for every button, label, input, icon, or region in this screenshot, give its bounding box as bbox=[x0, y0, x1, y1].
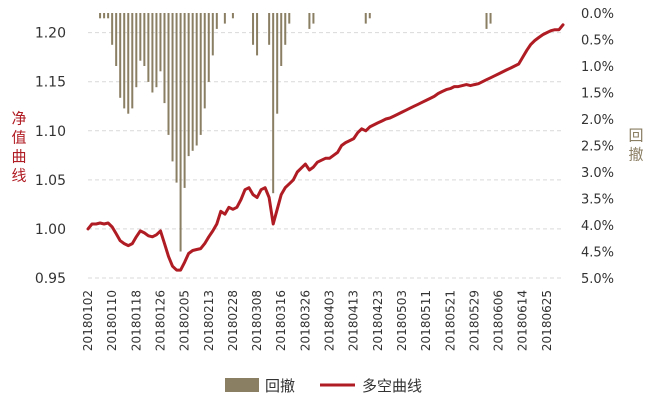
right-tick-label: 1.5% bbox=[581, 87, 614, 102]
drawdown-bar bbox=[167, 13, 170, 135]
right-tick-label: 2.5% bbox=[581, 140, 614, 155]
drawdown-bar bbox=[203, 13, 206, 109]
drawdown-bar bbox=[231, 13, 234, 19]
x-tick-label: 20180503 bbox=[395, 290, 409, 351]
drawdown-bar bbox=[252, 13, 255, 45]
x-tick-label: 20180308 bbox=[250, 290, 264, 351]
drawdown-bar bbox=[107, 13, 110, 19]
drawdown-bar bbox=[179, 13, 182, 252]
right-tick-label: 3.0% bbox=[581, 166, 614, 181]
drawdown-bar bbox=[215, 13, 218, 29]
drawdown-bar bbox=[280, 13, 283, 66]
drawdown-bar bbox=[195, 13, 198, 146]
drawdown-bar bbox=[211, 13, 214, 56]
right-tick-label: 4.0% bbox=[581, 219, 614, 234]
left-tick-label: 1.15 bbox=[35, 75, 66, 91]
nav-line-layer bbox=[86, 23, 565, 272]
right-axis-title: 回撤 bbox=[628, 127, 643, 164]
right-tick-label: 0.5% bbox=[581, 34, 614, 49]
drawdown-bar bbox=[199, 13, 202, 135]
drawdown-bar bbox=[131, 13, 134, 109]
x-tick-label: 20180511 bbox=[419, 290, 433, 351]
drawdown-bar bbox=[312, 13, 315, 24]
left-axis-ticks: 1.20 1.15 1.10 1.05 1.00 0.95 bbox=[35, 26, 66, 287]
right-tick-label: 3.5% bbox=[581, 193, 614, 208]
left-tick-label: 1.00 bbox=[35, 222, 66, 238]
x-tick-label: 20180102 bbox=[81, 290, 95, 351]
drawdown-bar bbox=[151, 13, 154, 93]
x-tick-label: 20180529 bbox=[467, 290, 481, 351]
drawdown-bar bbox=[155, 13, 158, 88]
right-tick-label: 1.0% bbox=[581, 60, 614, 75]
drawdown-bar bbox=[139, 13, 142, 61]
left-tick-label: 1.10 bbox=[35, 124, 66, 140]
nav-line bbox=[86, 23, 565, 272]
x-tick-label: 20180606 bbox=[492, 290, 506, 351]
drawdown-bar bbox=[308, 13, 311, 29]
x-tick-label: 20180205 bbox=[178, 290, 192, 351]
x-tick-label: 20180228 bbox=[226, 290, 240, 351]
legend-drawdown-swatch bbox=[225, 378, 259, 392]
drawdown-bar bbox=[143, 13, 146, 66]
drawdown-bar bbox=[127, 13, 130, 114]
drawdown-bar bbox=[183, 13, 186, 188]
right-tick-label: 5.0% bbox=[581, 272, 614, 287]
x-tick-label: 20180625 bbox=[540, 290, 554, 351]
x-tick-label: 20180403 bbox=[323, 290, 337, 351]
left-axis-title: 净值曲线 bbox=[11, 110, 26, 185]
drawdown-bar bbox=[364, 13, 367, 24]
drawdown-bar bbox=[284, 13, 287, 45]
left-tick-label: 1.05 bbox=[35, 173, 66, 189]
drawdown-bar bbox=[223, 13, 226, 24]
x-tick-label: 20180110 bbox=[105, 290, 119, 351]
drawdown-bar bbox=[288, 13, 291, 24]
x-tick-label: 20180614 bbox=[516, 290, 530, 351]
x-tick-label: 20180521 bbox=[443, 290, 457, 351]
x-tick-label: 20180213 bbox=[202, 290, 216, 351]
drawdown-bar bbox=[368, 13, 371, 19]
drawdown-bar bbox=[135, 13, 138, 88]
drawdown-bar bbox=[163, 13, 166, 104]
x-tick-label: 20180326 bbox=[298, 290, 312, 351]
right-tick-label: 4.5% bbox=[581, 246, 614, 261]
left-axis-label: 净值曲线 bbox=[11, 110, 26, 185]
x-tick-label: 20180423 bbox=[371, 290, 385, 351]
drawdown-bar bbox=[171, 13, 174, 162]
legend-drawdown-label: 回撤 bbox=[265, 377, 295, 395]
drawdown-bar bbox=[147, 13, 150, 82]
right-axis-label: 回撤 bbox=[628, 127, 643, 164]
left-tick-label: 1.20 bbox=[35, 26, 66, 42]
left-tick-label: 0.95 bbox=[35, 271, 66, 287]
drawdown-bar bbox=[175, 13, 178, 183]
drawdown-bar bbox=[272, 13, 275, 194]
drawdown-bar bbox=[489, 13, 492, 24]
drawdown-bar bbox=[99, 13, 102, 19]
right-tick-label: 0.0% bbox=[581, 7, 614, 22]
drawdown-bar bbox=[111, 13, 114, 45]
drawdown-bar bbox=[485, 13, 488, 29]
legend: 回撤 多空曲线 bbox=[225, 377, 422, 395]
right-axis-ticks: 0.0% 0.5% 1.0% 1.5% 2.0% 2.5% 3.0% 3.5% 4.0% 4.5%… bbox=[581, 7, 614, 287]
drawdown-bar bbox=[115, 13, 118, 66]
drawdown-bar bbox=[256, 13, 259, 56]
x-tick-label: 20180126 bbox=[153, 290, 167, 351]
legend-nav-label: 多空曲线 bbox=[362, 377, 422, 395]
drawdown-bar bbox=[207, 13, 210, 82]
gridlines bbox=[88, 32, 563, 279]
x-tick-label: 20180118 bbox=[129, 290, 143, 351]
x-axis-ticks: 20180102 20180110 20180118 20180126 20180205… bbox=[81, 290, 554, 351]
drawdown-bar bbox=[159, 13, 162, 72]
right-tick-label: 2.0% bbox=[581, 113, 614, 128]
drawdown-bar bbox=[119, 13, 122, 98]
drawdown-bar bbox=[191, 13, 194, 151]
drawdown-bar bbox=[276, 13, 279, 114]
drawdown-bar bbox=[123, 13, 126, 109]
drawdown-bar bbox=[187, 13, 190, 157]
x-tick-label: 20180413 bbox=[347, 290, 361, 351]
drawdown-bars bbox=[99, 13, 492, 252]
drawdown-bar bbox=[268, 13, 271, 45]
drawdown-bar bbox=[103, 13, 106, 19]
x-tick-label: 20180316 bbox=[274, 290, 288, 351]
